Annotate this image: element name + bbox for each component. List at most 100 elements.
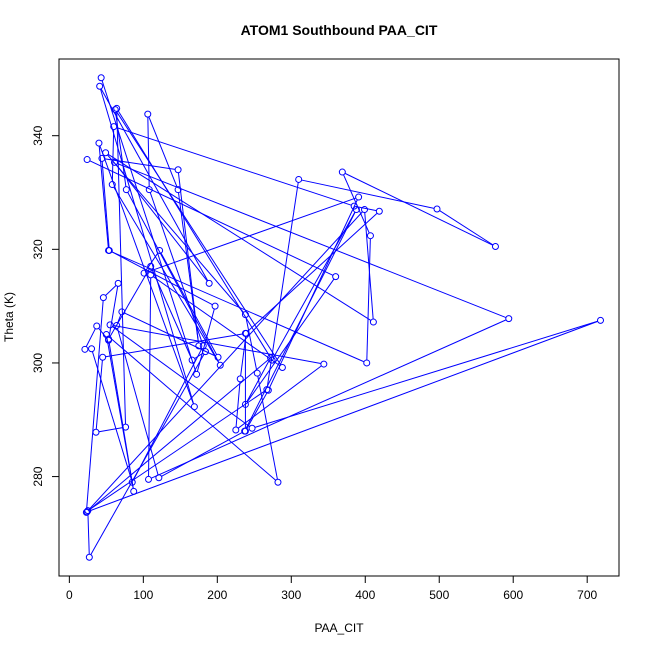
data-point <box>113 104 121 112</box>
data-point <box>102 149 110 157</box>
data-point <box>174 186 182 194</box>
data-point <box>92 428 100 436</box>
data-point <box>95 139 103 147</box>
series-segment <box>112 324 321 365</box>
data-point <box>110 158 118 166</box>
x-tick-label: 0 <box>66 588 73 602</box>
series-segment <box>88 211 363 511</box>
series-layer <box>85 80 598 555</box>
data-point <box>248 424 256 432</box>
data-point <box>140 269 148 277</box>
series-segment <box>108 286 119 338</box>
series-segment <box>85 328 96 347</box>
y-tick-label: 320 <box>31 239 45 259</box>
data-point <box>96 82 104 90</box>
series-segment <box>366 238 371 360</box>
data-point <box>205 279 213 287</box>
data-point <box>363 359 371 367</box>
data-point <box>278 363 286 371</box>
data-point <box>110 123 118 131</box>
data-point <box>145 186 153 194</box>
data-point <box>433 205 441 213</box>
series-segment <box>151 319 507 479</box>
data-point <box>201 348 209 356</box>
series-segment <box>245 212 356 429</box>
series-segment <box>87 513 90 555</box>
x-tick-label: 100 <box>133 588 153 602</box>
data-point <box>253 369 261 377</box>
data-point <box>491 242 499 250</box>
series-segment <box>89 160 334 276</box>
series-segment <box>149 192 203 344</box>
data-point <box>105 246 113 254</box>
data-point <box>144 110 152 118</box>
series-segment <box>245 317 258 371</box>
data-point <box>82 508 90 516</box>
data-point <box>366 232 374 240</box>
series-segment <box>237 365 322 429</box>
series-segment <box>246 278 335 403</box>
data-point <box>83 156 91 164</box>
series-segment <box>90 390 265 510</box>
data-point <box>81 345 89 353</box>
x-axis-label: PAA_CIT <box>314 621 364 635</box>
series-segment <box>364 212 374 320</box>
data-point <box>211 302 219 310</box>
series-segment <box>116 111 282 366</box>
y-tick-label: 300 <box>31 353 45 373</box>
series-segment <box>117 163 507 318</box>
series-segment <box>91 351 132 480</box>
data-point <box>97 74 105 82</box>
data-point <box>241 427 249 435</box>
series-segment <box>246 392 268 429</box>
series-segment <box>357 206 377 212</box>
x-axis: 0 100 200 300 400 500 600 700 <box>66 575 598 602</box>
series-segment <box>235 381 241 428</box>
data-point <box>106 321 114 329</box>
data-point <box>122 423 130 431</box>
series-segment <box>194 352 204 359</box>
series-segment <box>240 336 247 376</box>
data-point <box>241 400 249 408</box>
series-segment <box>116 127 352 206</box>
series-segment <box>152 276 281 367</box>
series-segment <box>117 328 159 475</box>
series-segment <box>105 285 117 296</box>
data-point <box>195 342 203 350</box>
series-segment <box>127 192 220 363</box>
series-segment <box>146 197 356 273</box>
series-segment <box>115 164 208 282</box>
data-point <box>105 335 113 343</box>
data-point <box>369 318 377 326</box>
data-point <box>352 206 360 214</box>
y-axis: 280 300 320 340 <box>31 125 60 487</box>
series-segment <box>100 88 209 282</box>
series-segment <box>273 211 356 358</box>
x-tick-label: 700 <box>577 588 597 602</box>
series-segment <box>246 360 270 403</box>
data-point <box>156 246 164 254</box>
y-tick-label: 340 <box>31 125 45 145</box>
marker-layer <box>81 74 605 561</box>
data-point <box>122 186 130 194</box>
x-tick-label: 200 <box>207 588 227 602</box>
series-segment <box>111 251 213 306</box>
data-point <box>93 322 101 330</box>
series-segment <box>100 89 195 404</box>
data-point <box>190 403 198 411</box>
data-point <box>264 386 272 394</box>
series-segment <box>116 111 126 425</box>
data-point <box>361 206 369 214</box>
data-point <box>193 370 201 378</box>
series-segment <box>107 153 372 321</box>
series-segment <box>95 360 103 430</box>
data-point <box>99 294 107 302</box>
series-segment <box>86 300 104 510</box>
series-segment <box>439 210 494 246</box>
chart-title: ATOM1 Southbound PAA_CIT <box>241 22 438 38</box>
y-axis-label: Theta (K) <box>2 292 16 342</box>
series-segment <box>247 212 378 332</box>
data-point <box>241 311 249 319</box>
